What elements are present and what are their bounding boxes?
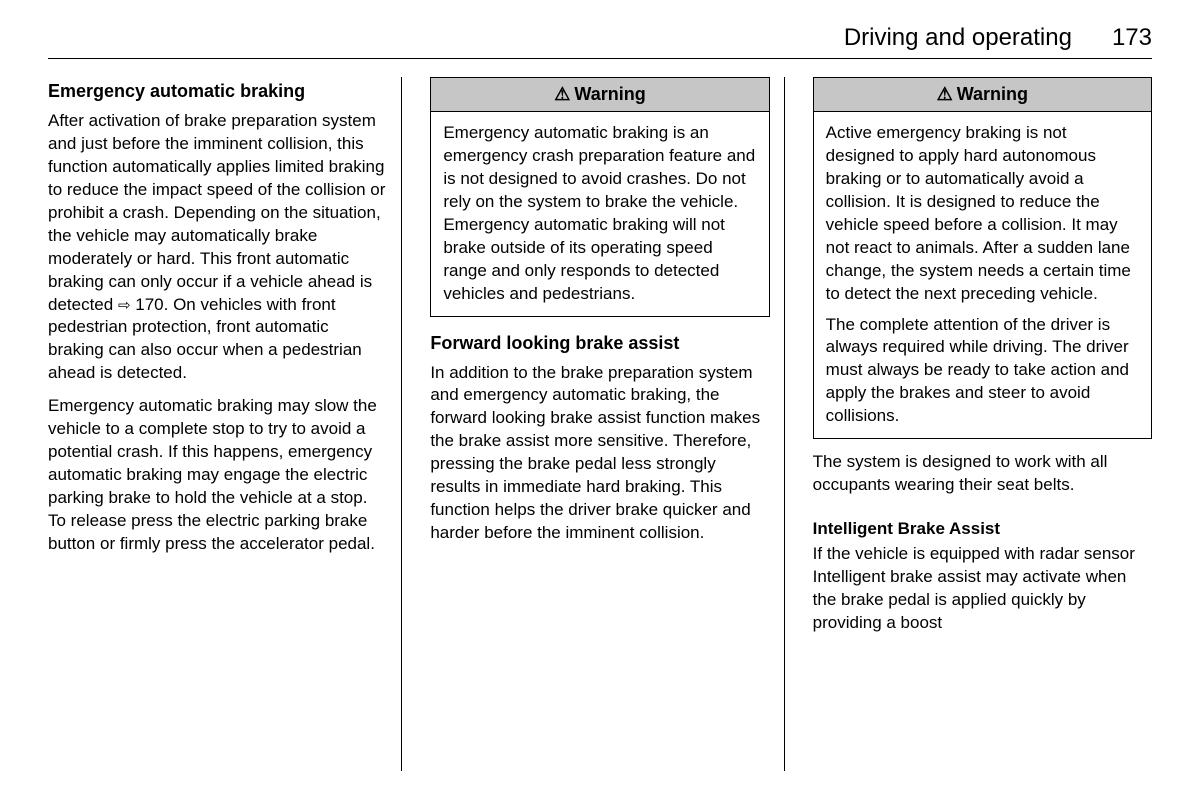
column-1: Emergency automatic braking After activa… xyxy=(48,77,402,771)
warning-body: Active emergency braking is not designed… xyxy=(814,112,1151,438)
xref-arrow-icon: ⇨ xyxy=(118,296,131,316)
page-container: Driving and operating 173 Emergency auto… xyxy=(48,24,1152,778)
warning-text: Active emergency braking is not designed… xyxy=(826,122,1139,306)
columns-container: Emergency automatic braking After activa… xyxy=(48,77,1152,771)
warning-box: ⚠Warning Emergency automatic braking is … xyxy=(430,77,769,317)
paragraph: The system is designed to work with all … xyxy=(813,451,1152,497)
page-number: 173 xyxy=(1112,24,1152,52)
heading-emergency-braking: Emergency automatic braking xyxy=(48,81,387,102)
paragraph-text: After activation of brake preparation sy… xyxy=(48,111,385,314)
warning-label: Warning xyxy=(574,84,645,105)
column-2: ⚠Warning Emergency automatic braking is … xyxy=(430,77,784,771)
warning-header: ⚠Warning xyxy=(814,78,1151,112)
section-title: Driving and operating xyxy=(844,24,1072,52)
paragraph: Emergency automatic braking may slow the… xyxy=(48,395,387,556)
warning-triangle-icon: ⚠ xyxy=(937,84,953,105)
paragraph: After activation of brake preparation sy… xyxy=(48,110,387,385)
warning-label: Warning xyxy=(957,84,1028,105)
warning-box: ⚠Warning Active emergency braking is not… xyxy=(813,77,1152,439)
warning-text: The complete attention of the driver is … xyxy=(826,314,1139,429)
warning-body: Emergency automatic braking is an emerge… xyxy=(431,112,768,316)
column-3: ⚠Warning Active emergency braking is not… xyxy=(813,77,1152,771)
warning-text: Emergency automatic braking is an emerge… xyxy=(443,122,756,306)
xref-page: 170 xyxy=(135,295,163,314)
warning-header: ⚠Warning xyxy=(431,78,768,112)
paragraph: If the vehicle is equipped with radar se… xyxy=(813,543,1152,635)
warning-triangle-icon: ⚠ xyxy=(554,84,570,105)
page-header: Driving and operating 173 xyxy=(48,24,1152,59)
heading-forward-brake-assist: Forward looking brake assist xyxy=(430,333,769,354)
paragraph: In addition to the brake preparation sys… xyxy=(430,362,769,546)
heading-intelligent-brake-assist: Intelligent Brake Assist xyxy=(813,519,1152,539)
